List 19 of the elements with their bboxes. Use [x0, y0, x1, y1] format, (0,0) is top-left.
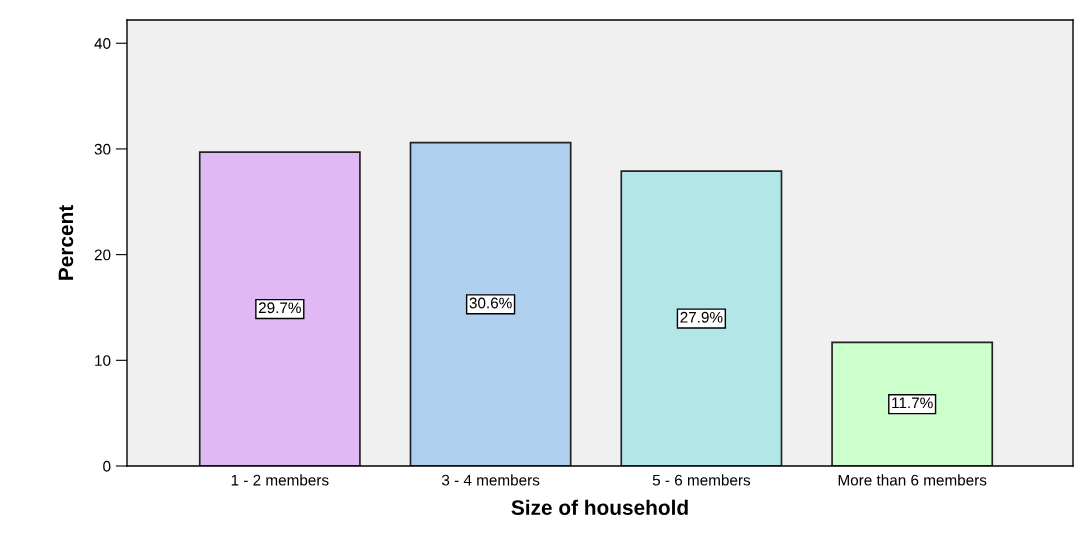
- y-axis-title: Percent: [58, 205, 74, 280]
- y-tick-label: 20: [94, 249, 111, 261]
- bar: [620, 170, 783, 466]
- data-label: 27.9%: [680, 311, 723, 323]
- data-label: 11.7%: [892, 397, 933, 409]
- x-tick-label: 3 - 4 members: [441, 474, 540, 486]
- x-tick-label: More than 6 members: [838, 474, 987, 486]
- x-tick-label: 1 - 2 members: [231, 474, 329, 486]
- y-tick-label: 10: [95, 355, 111, 366]
- x-axis-title: Size of household: [511, 499, 688, 515]
- y-tick-label: 30: [94, 143, 111, 155]
- data-label: 30.6%: [469, 297, 512, 309]
- bar: [831, 341, 994, 466]
- y-tick-label: 0: [103, 460, 111, 472]
- x-tick-label: 5 - 6 members: [652, 474, 751, 486]
- bar: [198, 151, 361, 466]
- bar: [409, 141, 572, 466]
- data-label: 29.7%: [258, 302, 301, 314]
- y-tick-label: 40: [94, 38, 111, 49]
